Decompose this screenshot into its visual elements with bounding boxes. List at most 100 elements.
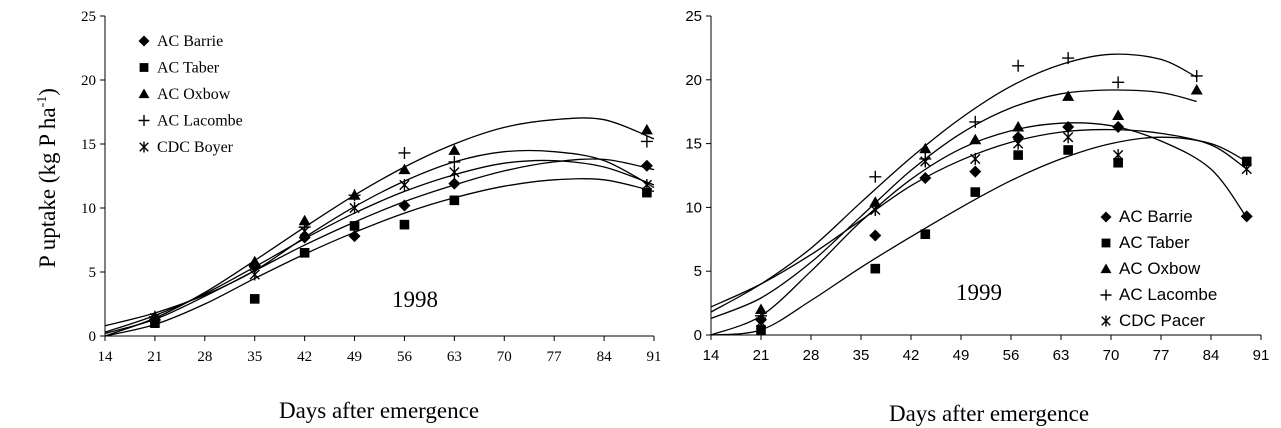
legend-marker-diamond bbox=[1100, 211, 1112, 223]
x-tick-label: 28 bbox=[803, 347, 820, 364]
legend-label: AC Taber bbox=[157, 60, 220, 77]
x-axis-title: Days after emergence bbox=[279, 398, 479, 423]
panel-1998: P uptake (kg P ha-1) Days after emergenc… bbox=[35, 9, 662, 423]
data-point-asterisk bbox=[349, 202, 360, 214]
data-point-asterisk bbox=[920, 155, 931, 168]
x-tick-label: 56 bbox=[1003, 347, 1020, 364]
x-tick-label: 35 bbox=[247, 349, 262, 365]
data-point-asterisk bbox=[870, 203, 881, 216]
legend-label: CDC Boyer bbox=[157, 139, 234, 156]
data-point-triangle bbox=[919, 142, 932, 154]
fit-curve bbox=[710, 136, 1247, 336]
y-tick-label: 15 bbox=[685, 136, 702, 153]
legend-marker-square bbox=[1101, 238, 1111, 248]
fit-curve bbox=[104, 117, 655, 337]
data-point-plus bbox=[448, 155, 461, 168]
data-point-square bbox=[449, 195, 460, 206]
data-point-plus bbox=[1062, 52, 1075, 65]
y-tick-label: 0 bbox=[694, 327, 702, 344]
data-point-diamond bbox=[1062, 121, 1075, 134]
x-tick-label: 70 bbox=[1103, 347, 1120, 364]
data-point-asterisk bbox=[399, 178, 410, 191]
legend-marker-diamond bbox=[138, 35, 150, 47]
data-point-diamond bbox=[1112, 121, 1125, 134]
data-point-square bbox=[249, 294, 260, 304]
data-point-diamond bbox=[869, 229, 882, 242]
data-point-asterisk bbox=[149, 312, 161, 325]
data-point-square bbox=[1241, 156, 1252, 167]
legend-label: AC Barrie bbox=[157, 33, 223, 50]
x-tick-label: 35 bbox=[853, 347, 870, 364]
x-tick-label: 14 bbox=[98, 349, 114, 365]
legend-label: AC Lacombe bbox=[1119, 285, 1217, 304]
x-tick-label: 28 bbox=[197, 349, 212, 365]
data-point-square bbox=[1063, 145, 1073, 155]
data-point-asterisk bbox=[1062, 131, 1074, 144]
data-point-asterisk bbox=[755, 316, 767, 329]
data-point-square bbox=[920, 229, 931, 239]
legend-marker-asterisk bbox=[1101, 315, 1111, 327]
y-tick-label: 5 bbox=[694, 263, 702, 280]
data-point-diamond bbox=[640, 159, 653, 172]
data-point-plus bbox=[969, 115, 982, 128]
data-point-square bbox=[349, 221, 360, 231]
x-tick-label: 49 bbox=[953, 347, 970, 364]
data-point-plus bbox=[398, 146, 411, 159]
fit-curve bbox=[104, 158, 655, 335]
data-point-square bbox=[870, 263, 881, 274]
y-tick-label: 20 bbox=[81, 73, 96, 89]
fit-curve bbox=[104, 149, 655, 327]
data-point-triangle bbox=[1112, 109, 1125, 121]
x-tick-label: 77 bbox=[547, 349, 563, 365]
data-point-triangle bbox=[398, 163, 411, 175]
x-tick-label: 91 bbox=[1253, 347, 1270, 364]
data-point-triangle bbox=[1012, 121, 1025, 132]
legend-label: AC Oxbow bbox=[1119, 259, 1201, 278]
data-point-triangle bbox=[755, 303, 767, 314]
legend-label: AC Barrie bbox=[1119, 207, 1193, 226]
fit-curve bbox=[104, 159, 655, 333]
y-axis-title: P uptake (kg P ha-1) bbox=[35, 88, 60, 268]
fit-curve bbox=[710, 89, 1197, 320]
legend-marker-asterisk bbox=[139, 141, 149, 153]
y-tick-label: 25 bbox=[685, 8, 702, 25]
x-tick-label: 63 bbox=[447, 349, 462, 365]
legend-marker-square bbox=[139, 63, 149, 72]
y-tick-label: 0 bbox=[89, 329, 97, 345]
x-tick-label: 14 bbox=[703, 347, 720, 364]
data-point-square bbox=[1113, 157, 1123, 168]
data-point-plus bbox=[640, 135, 653, 148]
data-point-square bbox=[642, 187, 652, 198]
y-tick-label: 15 bbox=[81, 137, 96, 153]
data-point-triangle bbox=[869, 196, 882, 207]
y-tick-label: 20 bbox=[685, 72, 702, 89]
x-tick-label: 42 bbox=[903, 347, 920, 364]
data-point-asterisk bbox=[1012, 137, 1024, 150]
data-point-square bbox=[756, 325, 766, 335]
legend-label: AC Oxbow bbox=[157, 86, 231, 103]
data-point-square bbox=[970, 187, 981, 197]
data-point-diamond bbox=[398, 199, 411, 212]
y-tick-label: 5 bbox=[89, 265, 97, 281]
data-point-plus bbox=[1112, 76, 1125, 89]
data-point-asterisk bbox=[1112, 149, 1124, 162]
data-point-triangle bbox=[1062, 90, 1075, 101]
data-point-asterisk bbox=[641, 178, 653, 191]
data-point-asterisk bbox=[970, 152, 981, 165]
data-point-plus bbox=[1012, 59, 1025, 72]
fit-curve bbox=[710, 53, 1197, 313]
legend-marker-triangle bbox=[138, 88, 150, 99]
data-point-triangle bbox=[298, 214, 311, 226]
data-point-asterisk bbox=[249, 268, 260, 281]
data-point-asterisk bbox=[449, 166, 460, 179]
data-point-asterisk bbox=[299, 225, 310, 238]
data-point-diamond bbox=[919, 172, 932, 185]
x-tick-label: 70 bbox=[497, 349, 512, 365]
x-tick-label: 84 bbox=[597, 349, 613, 365]
legend-marker-plus bbox=[138, 115, 150, 126]
y-tick-label: 10 bbox=[685, 199, 702, 216]
legend-label: AC Lacombe bbox=[157, 113, 243, 130]
x-tick-label: 63 bbox=[1053, 347, 1070, 364]
data-point-triangle bbox=[448, 144, 461, 155]
data-point-square bbox=[399, 219, 410, 230]
